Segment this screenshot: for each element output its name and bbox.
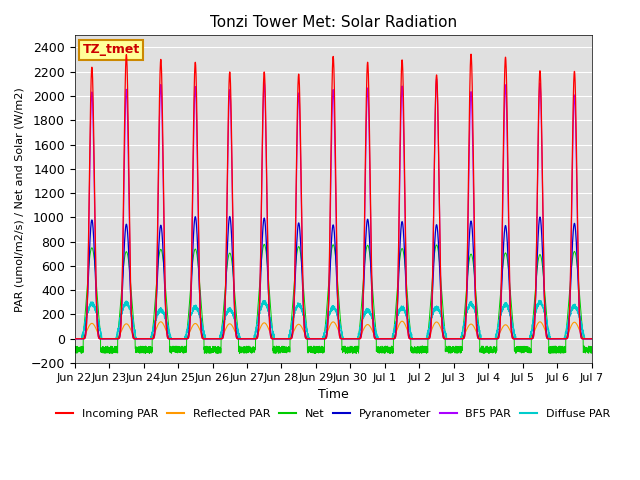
Y-axis label: PAR (umol/m2/s) / Net and Solar (W/m2): PAR (umol/m2/s) / Net and Solar (W/m2) <box>15 87 25 312</box>
X-axis label: Time: Time <box>318 388 349 401</box>
Legend: Incoming PAR, Reflected PAR, Net, Pyranometer, BF5 PAR, Diffuse PAR: Incoming PAR, Reflected PAR, Net, Pyrano… <box>52 404 614 423</box>
Text: TZ_tmet: TZ_tmet <box>83 43 140 56</box>
Title: Tonzi Tower Met: Solar Radiation: Tonzi Tower Met: Solar Radiation <box>209 15 457 30</box>
